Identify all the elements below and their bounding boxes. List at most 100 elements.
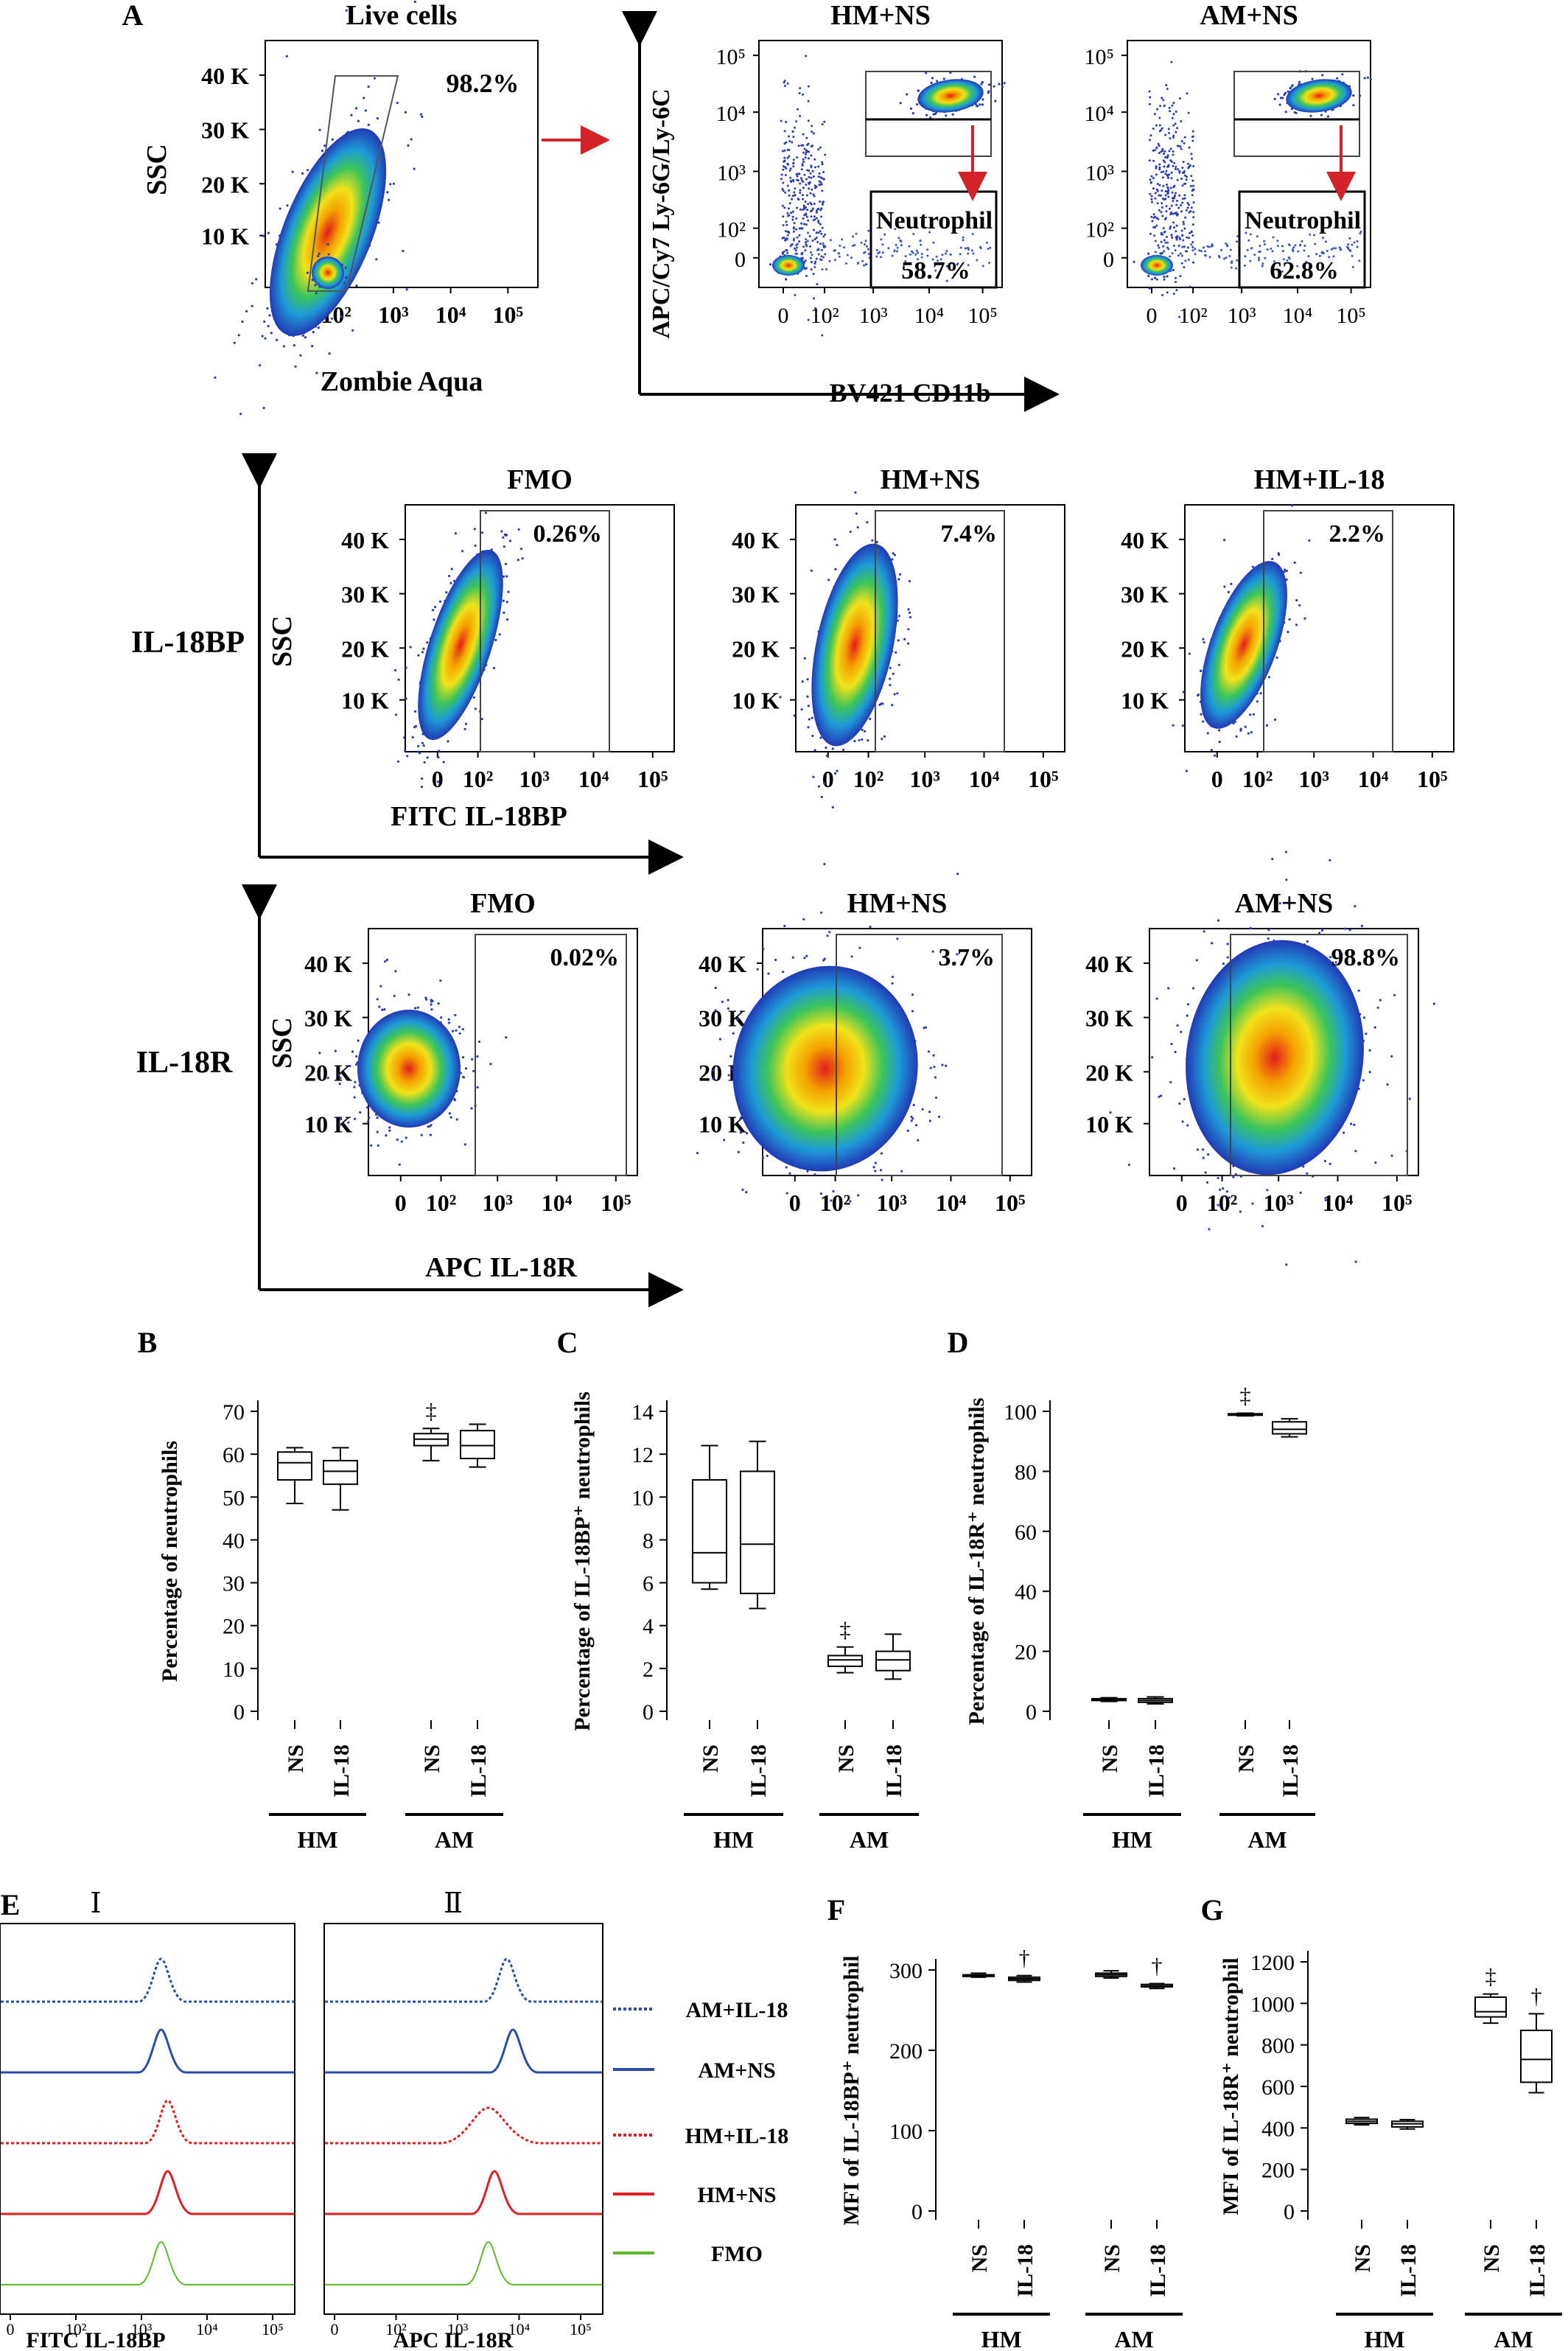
event-dot	[354, 1080, 357, 1083]
event-dot	[1178, 170, 1181, 172]
event-dot	[1203, 641, 1205, 644]
x-tick-label: 0	[395, 1190, 407, 1216]
event-dot	[1208, 256, 1211, 259]
event-dot	[1167, 195, 1170, 198]
x-tick-label: 10³	[519, 766, 550, 792]
event-dot	[967, 252, 970, 255]
x-tick-label: 10²	[1207, 1190, 1238, 1216]
event-dot	[803, 657, 806, 660]
event-dot	[825, 746, 827, 750]
event-dot	[932, 241, 935, 244]
event-dot	[521, 557, 524, 560]
event-dot	[988, 83, 991, 86]
x-tick-label: 10³	[378, 301, 409, 328]
event-dot	[1170, 1043, 1173, 1046]
event-dot	[794, 126, 797, 129]
event-dot	[793, 222, 796, 225]
y-tick-label: 0	[234, 1700, 245, 1725]
event-dot	[245, 310, 248, 312]
event-dot	[781, 251, 785, 254]
event-dot	[445, 591, 448, 594]
event-dot	[786, 184, 789, 187]
event-dot	[791, 141, 794, 144]
event-dot	[909, 107, 912, 110]
event-dot	[785, 278, 788, 281]
event-dot	[802, 186, 805, 189]
event-dot	[259, 364, 262, 367]
event-dot	[396, 1138, 399, 1141]
event-dot	[1211, 942, 1214, 945]
event-dot	[373, 77, 377, 80]
event-dot	[419, 113, 423, 116]
event-dot	[434, 606, 437, 609]
event-dot	[804, 249, 807, 252]
event-dot	[863, 264, 865, 267]
event-dot	[417, 654, 420, 657]
y-tick-label: 50	[223, 1486, 245, 1510]
event-dot	[834, 567, 837, 571]
event-dot	[1158, 144, 1161, 147]
event-dot	[1165, 84, 1168, 86]
event-dot	[881, 702, 884, 705]
x-tick-label: NS	[699, 1744, 723, 1772]
event-dot	[1259, 245, 1261, 248]
box-HM-IL-18: IL-18	[1138, 1696, 1173, 1798]
event-dot	[786, 252, 789, 254]
event-dot	[1180, 262, 1183, 265]
event-dot	[1176, 127, 1178, 130]
event-dot	[413, 167, 416, 170]
event-dot	[935, 255, 938, 258]
event-dot	[1223, 539, 1226, 542]
x-tick-label: 10⁴	[1358, 766, 1389, 792]
y-tick-label: 60	[1015, 1520, 1037, 1545]
event-dot	[897, 639, 900, 642]
event-dot	[917, 251, 920, 254]
event-dot	[1352, 94, 1355, 97]
event-dot	[767, 972, 770, 975]
event-dot	[505, 601, 508, 604]
event-dot	[723, 1139, 726, 1142]
event-dot	[410, 138, 413, 141]
event-dot	[1170, 171, 1173, 174]
event-dot	[937, 259, 939, 262]
event-dot	[315, 371, 318, 374]
event-dot	[869, 925, 872, 929]
event-dot	[1152, 177, 1155, 180]
y-tick-label: 0	[1103, 248, 1114, 272]
event-dot	[385, 1134, 388, 1137]
event-dot	[1166, 175, 1169, 178]
event-dot	[1270, 247, 1273, 250]
y-tick-label: 800	[1261, 2034, 1295, 2058]
event-dot	[1187, 258, 1190, 261]
event-dot	[1161, 293, 1163, 296]
event-dot	[397, 678, 400, 681]
event-dot	[1249, 926, 1252, 929]
event-dot	[1167, 248, 1170, 251]
event-dot	[328, 352, 331, 355]
event-dot	[1295, 111, 1298, 114]
event-dot	[815, 231, 818, 234]
y-axis-label: Percentage of IL-18R⁺ neutrophils	[965, 1398, 989, 1725]
x-tick-label: 10⁴	[196, 2320, 218, 2338]
event-dot	[811, 240, 814, 242]
event-dot	[1165, 205, 1168, 208]
density-cloud	[1286, 79, 1352, 113]
plot-title: AM+NS	[1235, 888, 1334, 919]
event-dot	[739, 1131, 743, 1134]
event-dot	[1175, 111, 1177, 113]
density-cloud	[312, 256, 344, 289]
histogram-curve-am-il-18	[325, 1957, 602, 2003]
event-dot	[785, 121, 788, 123]
event-dot	[1210, 748, 1213, 752]
event-dot	[1386, 1083, 1389, 1086]
x-tick-label: IL-18	[1146, 2244, 1170, 2297]
event-dot	[442, 761, 445, 764]
x-tick-label: 10²	[463, 766, 494, 792]
event-dot	[1190, 175, 1193, 178]
y-tick-label: 10 K	[201, 223, 249, 250]
event-dot	[981, 265, 984, 268]
event-dot	[819, 176, 822, 179]
event-dot	[504, 562, 508, 565]
